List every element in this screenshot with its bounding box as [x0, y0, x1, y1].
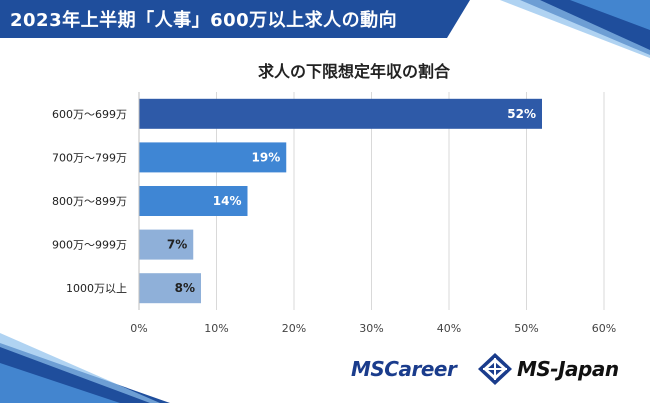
- x-tick-label: 50%: [514, 322, 538, 335]
- x-tick-label: 40%: [437, 322, 461, 335]
- mscareer-logo: MSCareer: [351, 357, 457, 381]
- logo-area: MSCareer MS-Japan: [351, 352, 631, 386]
- msjapan-logo: MS-Japan: [517, 357, 619, 381]
- category-label: 800万～899万: [52, 195, 127, 208]
- x-tick-label: 10%: [204, 322, 228, 335]
- data-label: 7%: [167, 238, 187, 252]
- bar: [139, 98, 542, 129]
- category-label: 900万～999万: [52, 239, 127, 252]
- banner-title: 2023年上半期「人事」600万以上求人の動向: [10, 10, 398, 31]
- banner-background: [0, 0, 470, 38]
- bar: [139, 229, 194, 260]
- header-banner: 2023年上半期「人事」600万以上求人の動向: [0, 0, 650, 38]
- data-label: 14%: [213, 194, 242, 208]
- category-label: 1000万以上: [66, 282, 127, 295]
- x-tick-label: 20%: [282, 322, 306, 335]
- category-label: 600万～699万: [52, 108, 127, 121]
- data-label: 8%: [175, 281, 195, 295]
- chart-title: 求人の下限想定年収の割合: [258, 62, 451, 81]
- bar: [139, 273, 201, 304]
- bar: [139, 142, 287, 173]
- data-label: 19%: [252, 150, 281, 164]
- x-tick-label: 0%: [130, 322, 147, 335]
- corner-decoration: [500, 0, 650, 58]
- data-label: 52%: [507, 107, 536, 121]
- x-tick-label: 60%: [592, 322, 616, 335]
- category-label: 700万～799万: [52, 151, 127, 164]
- x-tick-label: 30%: [359, 322, 383, 335]
- bottom-decoration: [0, 333, 170, 403]
- bar: [139, 186, 248, 216]
- msjapan-emblem-icon: [478, 353, 512, 385]
